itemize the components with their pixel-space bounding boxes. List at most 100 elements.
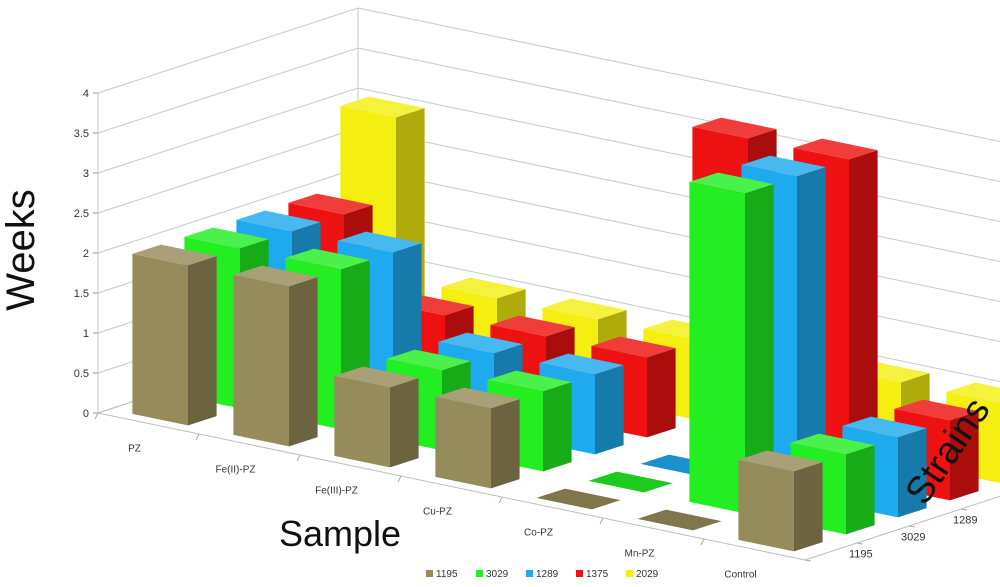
- legend-label: 1195: [436, 569, 458, 580]
- bar-top-face: [340, 96, 425, 118]
- y-tick-label: 1: [83, 328, 89, 340]
- bar-top-face: [692, 117, 777, 139]
- bar: [689, 172, 774, 514]
- x-tick-mark: [498, 496, 503, 504]
- bar-side-face: [647, 348, 676, 438]
- legend-label: 1289: [536, 569, 559, 580]
- x-tick-mark: [94, 412, 99, 420]
- bar: [132, 244, 217, 426]
- strain-tick-mark: [856, 542, 864, 545]
- strain-tick-mark: [804, 559, 812, 562]
- bar-top-face: [490, 315, 575, 337]
- bar-top-face: [741, 155, 826, 177]
- legend-swatch: [626, 570, 633, 577]
- x-tick-label: Fe(III)-PZ: [315, 486, 358, 497]
- bar-top-face: [386, 349, 471, 371]
- y-tick-label: 0: [83, 408, 89, 420]
- bar-top-face: [236, 210, 321, 232]
- legend-swatch: [576, 570, 583, 577]
- bar: [334, 366, 419, 468]
- bar-front-face: [435, 396, 491, 489]
- x-axis-ticks: PZ Fe(II)-PZ Fe(III)-PZ Cu-PZ Co-PZ Mn-PZ Cont…: [94, 412, 757, 581]
- bar: [435, 387, 520, 489]
- bar-top-face: [285, 248, 370, 270]
- x-tick-label: PZ: [128, 444, 141, 455]
- bar-side-face: [849, 150, 878, 480]
- bar-side-face: [846, 445, 875, 535]
- bar-top-face: [738, 450, 823, 472]
- bar-top-face: [539, 353, 624, 375]
- bar-side-face: [745, 184, 774, 514]
- bar-top-face: [288, 193, 373, 215]
- bar: [536, 488, 621, 510]
- y-tick-label: 3: [83, 168, 89, 180]
- x-tick-label: Control: [724, 570, 756, 581]
- bar-front-face: [689, 181, 745, 514]
- x-tick-mark: [700, 538, 705, 546]
- bar-side-face: [188, 256, 217, 426]
- bar-top-face: [184, 227, 269, 249]
- y-tick-label: 1.5: [74, 288, 89, 300]
- bar-side-face: [797, 167, 826, 497]
- y-axis-title: Weeks: [0, 189, 43, 311]
- x-tick-label: Co-PZ: [524, 528, 553, 539]
- bar-side-face: [595, 365, 624, 455]
- bar-front-face: [233, 274, 289, 447]
- legend-swatch: [426, 570, 433, 577]
- x-tick-label: Fe(II)-PZ: [216, 465, 256, 476]
- bar: [738, 450, 823, 552]
- strain-tick-mark: [960, 508, 968, 511]
- legend-swatch: [526, 570, 533, 577]
- strain-tick-label: 1195: [849, 549, 873, 561]
- x-tick-mark: [195, 433, 200, 441]
- bars: [132, 96, 1000, 552]
- bar-top-face: [689, 172, 774, 194]
- x-tick-mark: [397, 475, 402, 483]
- legend-swatch: [476, 570, 483, 577]
- y-tick-label: 2: [83, 248, 89, 260]
- legend: 1195 3029 1289 1375 2029: [426, 569, 659, 580]
- x-axis-title: Sample: [279, 513, 401, 554]
- bar-top-face: [542, 298, 627, 320]
- bar-top-face: [793, 138, 878, 160]
- bar-side-face: [289, 277, 318, 447]
- bar-side-face: [898, 428, 927, 518]
- bar-top-face: [790, 433, 875, 455]
- bar-top-face: [132, 244, 217, 266]
- bar-zero-face: [637, 509, 722, 531]
- y-tick-label: 3.5: [74, 128, 89, 140]
- y-axis-ticks: 0 0.5 1 1.5 2 2.5 3 3.5 4: [74, 88, 98, 420]
- strain-tick-label: 1289: [953, 515, 977, 527]
- bar-side-face: [950, 411, 979, 501]
- bar-top-face: [435, 387, 520, 409]
- bar-top-face: [842, 416, 927, 438]
- bar: [588, 471, 673, 493]
- x-tick-mark: [296, 454, 301, 462]
- bar-front-face: [334, 375, 390, 468]
- x-tick-mark: [599, 517, 604, 525]
- bar-top-face: [894, 399, 979, 421]
- y-tick-label: 2.5: [74, 208, 89, 220]
- gridline: [97, 7, 1000, 142]
- bar-zero-face: [536, 488, 621, 510]
- bar-top-face: [337, 231, 422, 253]
- bar-top-face: [334, 366, 419, 388]
- bar-top-face: [441, 277, 526, 299]
- x-tick-label: Mn-PZ: [625, 549, 655, 560]
- legend-label: 1375: [586, 569, 609, 580]
- bar-top-face: [591, 336, 676, 358]
- bar-top-face: [487, 370, 572, 392]
- bar: [233, 265, 318, 447]
- legend-label: 3029: [486, 569, 509, 580]
- bar-top-face: [946, 382, 1000, 403]
- bar-side-face: [794, 462, 823, 552]
- strain-tick-mark: [908, 525, 916, 528]
- bar-side-face: [543, 382, 572, 472]
- bar-top-face: [438, 332, 523, 354]
- legend-label: 2029: [636, 569, 659, 580]
- y-tick-label: 4: [83, 88, 89, 100]
- bar-side-face: [491, 399, 520, 489]
